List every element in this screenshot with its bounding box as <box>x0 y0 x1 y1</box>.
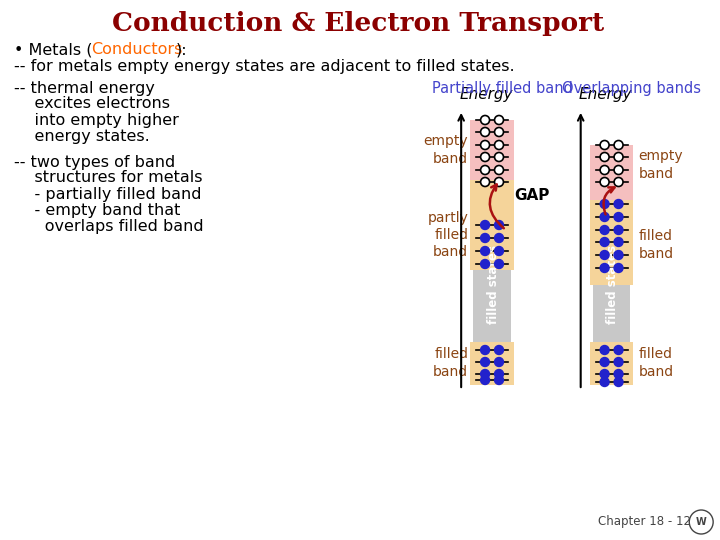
Text: ):: ): <box>175 43 187 57</box>
Text: Energy: Energy <box>459 87 513 102</box>
Circle shape <box>600 165 609 174</box>
Circle shape <box>614 152 623 161</box>
Text: Overlapping bands: Overlapping bands <box>562 80 701 96</box>
Bar <box>590 342 634 385</box>
Text: Partially filled band: Partially filled band <box>431 80 572 96</box>
Circle shape <box>600 238 609 246</box>
Circle shape <box>600 377 609 387</box>
Bar <box>470 342 514 385</box>
Text: energy states.: energy states. <box>14 129 150 144</box>
Circle shape <box>495 346 503 354</box>
Circle shape <box>614 264 623 273</box>
Circle shape <box>600 369 609 379</box>
Circle shape <box>614 357 623 367</box>
Circle shape <box>495 140 503 150</box>
Text: - partially filled band: - partially filled band <box>14 186 202 201</box>
Bar <box>593 205 631 385</box>
Circle shape <box>614 213 623 221</box>
Circle shape <box>495 165 503 174</box>
Circle shape <box>495 260 503 268</box>
Circle shape <box>614 165 623 174</box>
Circle shape <box>614 377 623 387</box>
Text: filled
band: filled band <box>639 230 674 261</box>
Bar <box>590 165 634 285</box>
Circle shape <box>480 233 490 242</box>
Circle shape <box>480 116 490 125</box>
Circle shape <box>495 116 503 125</box>
Circle shape <box>614 251 623 260</box>
Circle shape <box>614 199 623 208</box>
Text: Conductors: Conductors <box>91 43 182 57</box>
Circle shape <box>600 357 609 367</box>
Text: Conduction & Electron Transport: Conduction & Electron Transport <box>112 11 605 37</box>
Text: excites electrons: excites electrons <box>14 97 170 111</box>
Circle shape <box>495 233 503 242</box>
Circle shape <box>614 140 623 150</box>
Text: -- thermal energy: -- thermal energy <box>14 80 155 96</box>
Bar <box>470 180 514 270</box>
Circle shape <box>480 165 490 174</box>
Text: into empty higher: into empty higher <box>14 112 179 127</box>
Circle shape <box>600 213 609 221</box>
Circle shape <box>480 260 490 268</box>
Circle shape <box>614 369 623 379</box>
Circle shape <box>495 220 503 230</box>
Text: filled
band: filled band <box>639 347 674 379</box>
Text: • Metals (: • Metals ( <box>14 43 92 57</box>
Circle shape <box>480 152 490 161</box>
Circle shape <box>480 357 490 367</box>
Text: Chapter 18 - 12: Chapter 18 - 12 <box>598 516 690 529</box>
Circle shape <box>614 346 623 354</box>
Text: -- two types of band: -- two types of band <box>14 154 175 170</box>
Text: empty
band: empty band <box>639 150 683 181</box>
Text: empty
band: empty band <box>423 134 468 166</box>
Text: overlaps filled band: overlaps filled band <box>14 219 204 233</box>
Circle shape <box>614 226 623 234</box>
Bar <box>590 145 634 200</box>
Text: filled states: filled states <box>606 246 619 325</box>
Circle shape <box>495 178 503 186</box>
Circle shape <box>600 140 609 150</box>
Circle shape <box>480 127 490 137</box>
Circle shape <box>600 178 609 186</box>
Circle shape <box>614 238 623 246</box>
Bar <box>473 205 511 385</box>
Circle shape <box>480 375 490 384</box>
Text: - empty band that: - empty band that <box>14 202 180 218</box>
Text: filled states: filled states <box>487 246 500 325</box>
Circle shape <box>600 346 609 354</box>
Bar <box>470 120 514 180</box>
Circle shape <box>614 178 623 186</box>
Text: partly
filled
band: partly filled band <box>427 211 468 259</box>
Circle shape <box>495 369 503 379</box>
Circle shape <box>480 140 490 150</box>
Circle shape <box>600 251 609 260</box>
Circle shape <box>480 346 490 354</box>
Circle shape <box>495 246 503 255</box>
Text: structures for metals: structures for metals <box>14 171 202 186</box>
Text: Energy: Energy <box>579 87 632 102</box>
Circle shape <box>480 246 490 255</box>
Circle shape <box>600 226 609 234</box>
Circle shape <box>495 152 503 161</box>
Circle shape <box>480 178 490 186</box>
Circle shape <box>480 369 490 379</box>
Circle shape <box>600 152 609 161</box>
Circle shape <box>495 375 503 384</box>
Circle shape <box>495 127 503 137</box>
Text: -- for metals empty energy states are adjacent to filled states.: -- for metals empty energy states are ad… <box>14 59 515 75</box>
Circle shape <box>495 357 503 367</box>
Circle shape <box>600 264 609 273</box>
Text: filled
band: filled band <box>433 347 468 379</box>
Circle shape <box>480 220 490 230</box>
Text: W: W <box>696 517 706 527</box>
Text: GAP: GAP <box>514 187 549 202</box>
Circle shape <box>600 199 609 208</box>
